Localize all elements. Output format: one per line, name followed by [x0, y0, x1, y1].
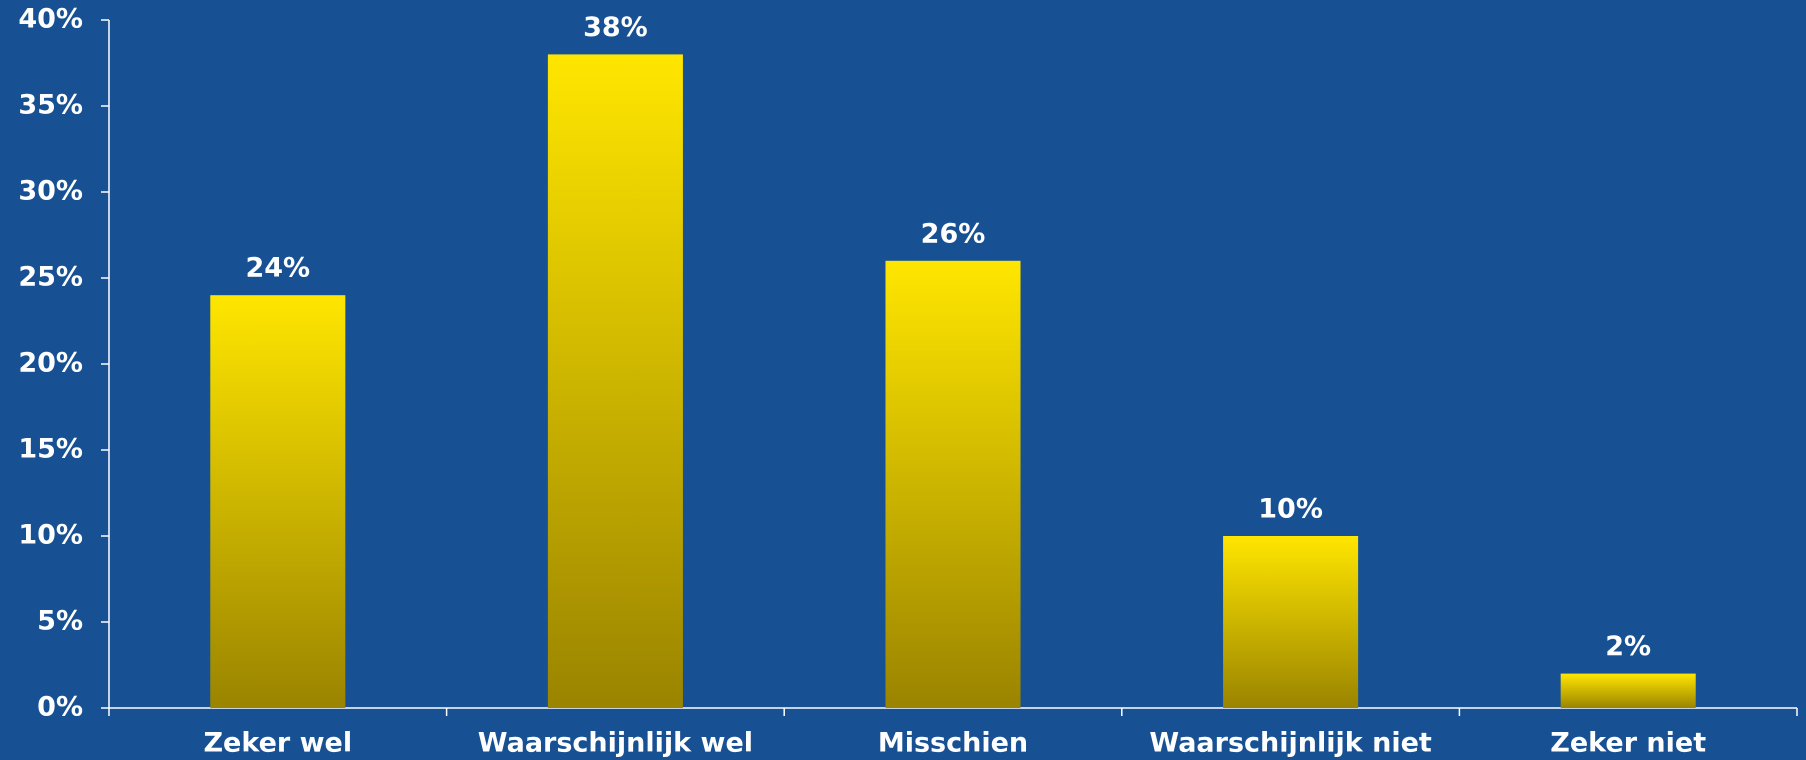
bar: [885, 260, 1021, 708]
y-tick-label: 35%: [18, 90, 83, 121]
y-tick-label: 40%: [18, 4, 83, 35]
y-tick-label: 20%: [18, 348, 83, 379]
bar: [210, 295, 346, 708]
x-tick-label: Zeker wel: [203, 728, 352, 759]
value-label: 2%: [1605, 631, 1651, 662]
y-tick-label: 10%: [18, 520, 83, 551]
y-tick-label: 5%: [37, 606, 83, 637]
bar: [547, 54, 683, 708]
bar: [1223, 536, 1359, 708]
x-tick-label: Misschien: [878, 728, 1028, 759]
value-label: 26%: [921, 218, 986, 249]
value-label: 10%: [1258, 494, 1323, 525]
value-label: 24%: [245, 253, 310, 284]
y-tick-label: 30%: [18, 176, 83, 207]
bar: [1560, 673, 1696, 708]
y-tick-label: 15%: [18, 434, 83, 465]
x-tick-label: Waarschijnlijk niet: [1149, 728, 1432, 759]
y-tick-label: 0%: [37, 692, 83, 723]
y-tick-label: 25%: [18, 262, 83, 293]
x-tick-label: Zeker niet: [1550, 728, 1706, 759]
x-tick-label: Waarschijnlijk wel: [478, 728, 753, 759]
value-label: 38%: [583, 12, 648, 43]
